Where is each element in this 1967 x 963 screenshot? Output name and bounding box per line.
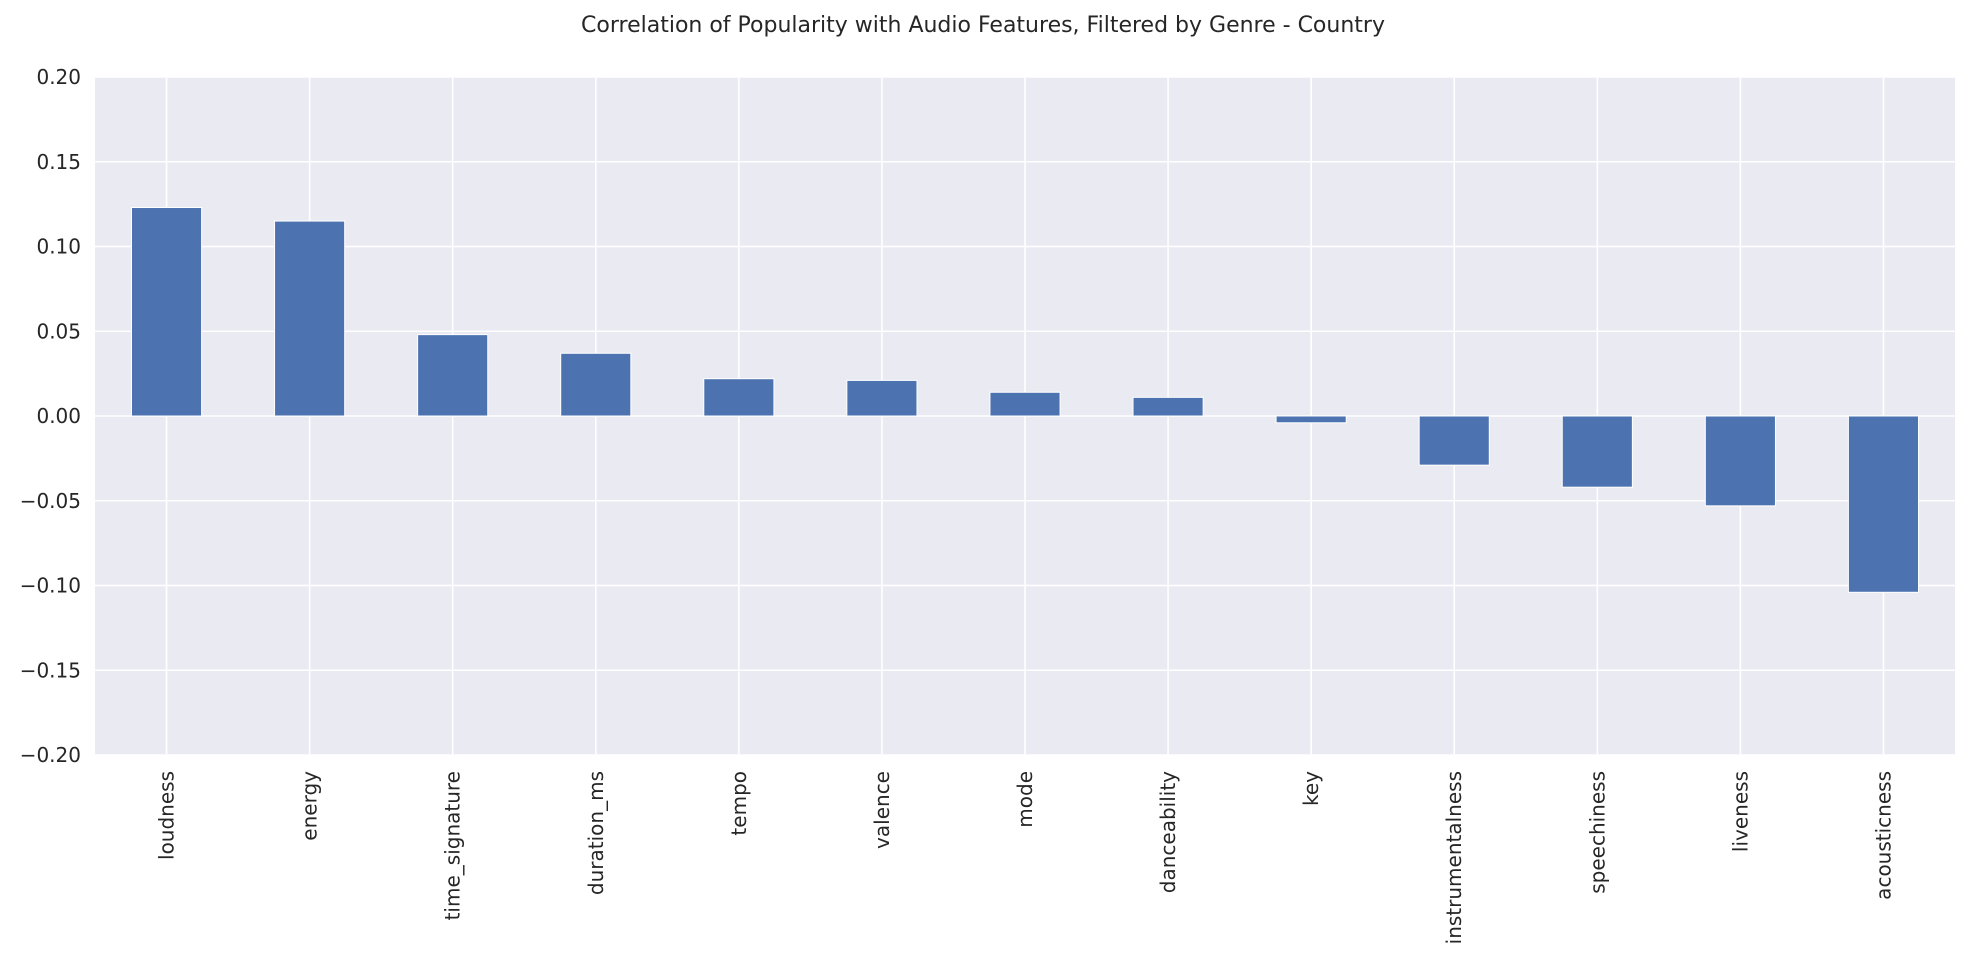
x-tick-label: loudness	[155, 771, 179, 860]
bar-speechiness	[1561, 415, 1633, 488]
x-tick-label: mode	[1013, 771, 1037, 828]
bar-energy	[274, 220, 346, 417]
x-tick-label: time_signature	[441, 771, 465, 920]
y-tick-label: 0.00	[36, 404, 81, 428]
bar-mode	[989, 391, 1061, 417]
bar-acousticness	[1847, 415, 1920, 593]
bar-loudness	[130, 207, 203, 417]
x-tick-label: duration_ms	[584, 771, 608, 895]
y-tick-label: −0.05	[20, 489, 81, 513]
y-tick-label: −0.20	[20, 743, 81, 767]
x-tick-label: instrumentalness	[1442, 771, 1466, 944]
x-tick-label: acousticness	[1871, 771, 1895, 900]
bar-key	[1275, 415, 1347, 424]
bar-time_signature	[417, 334, 489, 417]
x-tick-label: speechiness	[1585, 771, 1609, 894]
bar-instrumentalness	[1418, 415, 1490, 466]
y-tick-label: 0.20	[36, 65, 81, 89]
y-axis-ticks: 0.20 0.15 0.10 0.05 0.00 −0.05 −0.10 −0.15 −0.20	[20, 65, 81, 767]
y-tick-label: −0.15	[20, 658, 81, 682]
x-tick-label: valence	[870, 771, 894, 849]
y-tick-label: 0.15	[36, 150, 81, 174]
x-tick-label: energy	[298, 771, 322, 841]
x-tick-label: tempo	[727, 771, 751, 836]
bar-valence	[846, 379, 918, 417]
x-tick-label: liveness	[1728, 771, 1752, 852]
x-tick-label: key	[1299, 771, 1323, 806]
y-tick-label: 0.05	[36, 319, 81, 343]
bar-duration_ms	[560, 352, 632, 417]
bar-danceability	[1132, 396, 1204, 417]
bars	[130, 207, 1920, 593]
x-axis-ticks: loudness energy time_signature duration_ms t…	[155, 771, 1896, 945]
bar-tempo	[703, 378, 775, 417]
bar-liveness	[1704, 415, 1776, 507]
x-tick-label: danceability	[1156, 771, 1180, 893]
y-tick-label: 0.10	[36, 235, 81, 259]
chart-title: Correlation of Popularity with Audio Fea…	[581, 13, 1385, 38]
y-tick-label: −0.10	[20, 574, 81, 598]
